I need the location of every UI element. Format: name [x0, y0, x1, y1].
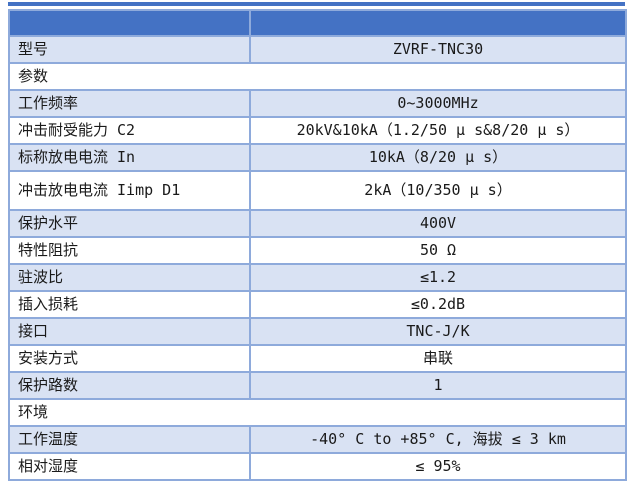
table-row: 接口 TNC-J/K [8, 317, 627, 346]
spec-table: 型号 ZVRF-TNC30 参数 工作频率 0~3000MHz 冲击耐受能力 C2 20kV… [8, 9, 627, 481]
header-band-cell-left [8, 9, 251, 37]
spec-label: 接口 [8, 317, 251, 346]
spec-value: 400V [249, 209, 627, 238]
spec-label: 驻波比 [8, 263, 251, 292]
section-label: 参数 [8, 62, 627, 91]
table-row: 参数 [8, 62, 627, 91]
spec-value: TNC-J/K [249, 317, 627, 346]
table-header-band [8, 9, 627, 37]
table-row: 插入损耗 ≤0.2dB [8, 290, 627, 319]
table-row: 工作温度 -40° C to +85° C, 海拔 ≤ 3 km [8, 425, 627, 454]
spec-label: 工作温度 [8, 425, 251, 454]
spec-label: 相对湿度 [8, 452, 251, 481]
spec-value: 50 Ω [249, 236, 627, 265]
spec-label: 安装方式 [8, 344, 251, 373]
spec-value: 1 [249, 371, 627, 400]
spec-value: 20kV&10kA（1.2/50 μ s&8/20 μ s） [249, 116, 627, 145]
spec-label: 保护路数 [8, 371, 251, 400]
spec-label: 保护水平 [8, 209, 251, 238]
table-row: 冲击放电电流 Iimp D1 2kA（10/350 μ s） [8, 170, 627, 211]
table-row: 相对湿度 ≤ 95% [8, 452, 627, 481]
spec-label: 型号 [8, 35, 251, 64]
spec-value: ZVRF-TNC30 [249, 35, 627, 64]
table-row: 驻波比 ≤1.2 [8, 263, 627, 292]
spec-label: 标称放电电流 In [8, 143, 251, 172]
spec-value: 0~3000MHz [249, 89, 627, 118]
spec-value: ≤1.2 [249, 263, 627, 292]
table-row: 安装方式 串联 [8, 344, 627, 373]
spec-value: -40° C to +85° C, 海拔 ≤ 3 km [249, 425, 627, 454]
table-row: 环境 [8, 398, 627, 427]
spec-value: ≤ 95% [249, 452, 627, 481]
spec-label: 冲击放电电流 Iimp D1 [8, 170, 251, 211]
section-label: 环境 [8, 398, 627, 427]
spec-value: 10kA（8/20 μ s） [249, 143, 627, 172]
spec-value: 2kA（10/350 μ s） [249, 170, 627, 211]
spec-value: 串联 [249, 344, 627, 373]
table-row: 型号 ZVRF-TNC30 [8, 35, 627, 64]
table-row: 特性阻抗 50 Ω [8, 236, 627, 265]
table-row: 工作频率 0~3000MHz [8, 89, 627, 118]
table-row: 冲击耐受能力 C2 20kV&10kA（1.2/50 μ s&8/20 μ s） [8, 116, 627, 145]
spec-label: 特性阻抗 [8, 236, 251, 265]
table-row: 标称放电电流 In 10kA（8/20 μ s） [8, 143, 627, 172]
spec-label: 冲击耐受能力 C2 [8, 116, 251, 145]
spec-value: ≤0.2dB [249, 290, 627, 319]
table-row: 保护路数 1 [8, 371, 627, 400]
spec-label: 插入损耗 [8, 290, 251, 319]
spec-table-body: 型号 ZVRF-TNC30 参数 工作频率 0~3000MHz 冲击耐受能力 C2 20kV… [8, 35, 627, 481]
header-band-cell-right [249, 9, 627, 37]
top-divider-strip [8, 2, 625, 6]
table-row: 保护水平 400V [8, 209, 627, 238]
spec-label: 工作频率 [8, 89, 251, 118]
